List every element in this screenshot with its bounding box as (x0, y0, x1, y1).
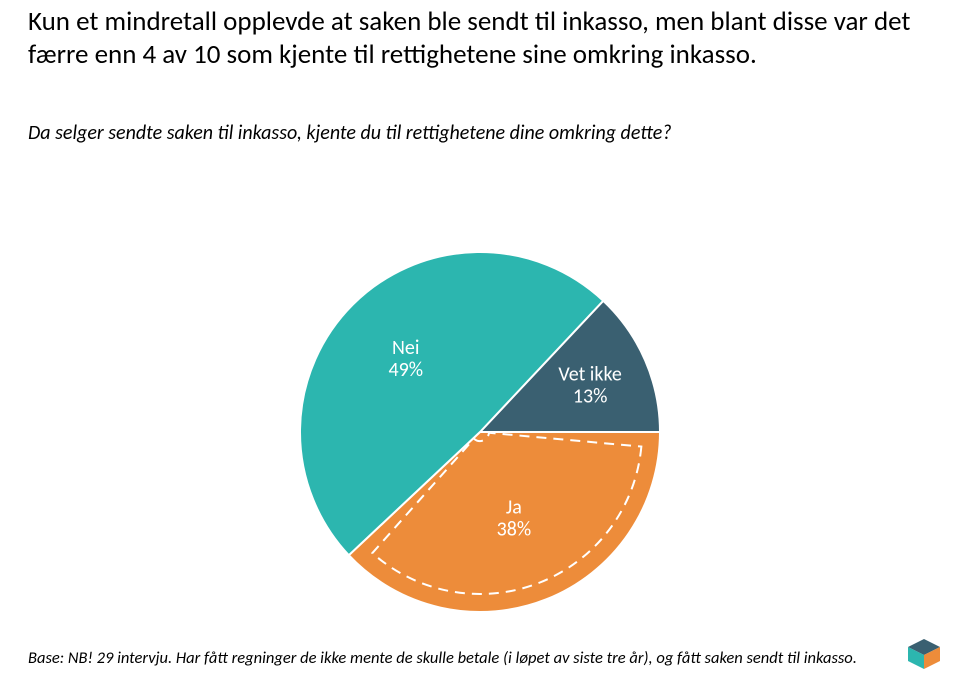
heading: Kun et mindretall opplevde at saken ble … (28, 6, 928, 72)
pie-chart: Vet ikke13%Ja38%Nei49% (290, 242, 670, 622)
brand-logo-icon (908, 639, 940, 671)
pie-label-nei: Nei49% (388, 336, 423, 382)
pie-chart-svg: Vet ikke13%Ja38%Nei49% (290, 242, 670, 622)
base-note: Base: NB! 29 intervju. Har fått regninge… (28, 648, 898, 669)
question-subheading: Da selger sendte saken til inkasso, kjen… (28, 120, 928, 146)
